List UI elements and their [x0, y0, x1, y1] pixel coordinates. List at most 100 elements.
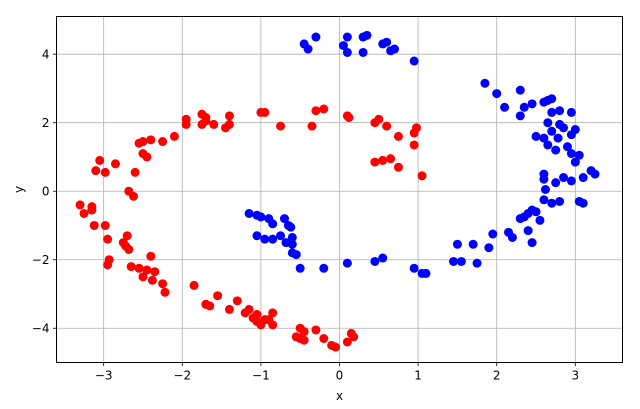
blue-data-point [472, 258, 482, 268]
blue-data-point [287, 232, 297, 242]
blue-data-point [319, 263, 329, 273]
blue-data-point [566, 107, 576, 117]
blue-data-point [570, 157, 580, 167]
blue-data-point [566, 176, 576, 186]
blue-data-point [551, 145, 561, 155]
blue-data-point [578, 198, 588, 208]
blue-data-point [342, 47, 352, 57]
red-data-point [342, 337, 352, 347]
y-tick-label: 4 [42, 47, 50, 61]
blue-data-point [342, 32, 352, 42]
blue-data-point [543, 118, 553, 128]
blue-data-point [342, 258, 352, 268]
blue-data-point [523, 226, 533, 236]
red-data-point [75, 200, 85, 210]
red-data-point [103, 260, 113, 270]
blue-data-point [555, 196, 565, 206]
red-data-point [268, 320, 278, 330]
red-data-point [370, 157, 380, 167]
red-data-point [147, 275, 157, 285]
red-data-point [79, 208, 89, 218]
blue-data-point [421, 268, 431, 278]
blue-data-point [527, 238, 537, 248]
blue-data-point [566, 149, 576, 159]
red-data-point [276, 121, 286, 131]
blue-data-point [515, 111, 525, 121]
blue-data-point [488, 229, 498, 239]
blue-data-point [547, 107, 557, 117]
blue-data-point [578, 173, 588, 183]
red-data-point [138, 272, 148, 282]
blue-data-point [562, 142, 572, 152]
blue-data-point [338, 41, 348, 51]
blue-data-point [468, 239, 478, 249]
blue-data-point [244, 208, 254, 218]
blue-data-point [547, 126, 557, 136]
red-data-point [95, 155, 105, 165]
blue-data-point [551, 178, 561, 188]
red-data-point [126, 262, 136, 272]
blue-data-point [276, 231, 286, 241]
red-data-point [378, 155, 388, 165]
red-data-point [307, 121, 317, 131]
y-tick-label: −4 [32, 321, 50, 335]
blue-data-point [531, 207, 541, 217]
red-data-point [87, 205, 97, 215]
x-tick-label: 0 [336, 369, 344, 383]
blue-data-point [362, 30, 372, 40]
red-data-point [412, 123, 422, 133]
red-data-point [124, 244, 134, 254]
red-data-point [110, 159, 120, 169]
blue-data-point [448, 256, 458, 266]
blue-data-point [287, 248, 297, 258]
blue-data-point [559, 173, 569, 183]
red-data-point [122, 231, 132, 241]
x-axis-label: x [336, 389, 343, 403]
red-data-point [232, 296, 242, 306]
red-data-point [417, 171, 427, 181]
blue-data-point [531, 131, 541, 141]
blue-data-point [515, 85, 525, 95]
blue-data-point [382, 37, 392, 47]
blue-data-point [279, 214, 289, 224]
blue-data-point [268, 219, 278, 229]
red-data-point [252, 310, 262, 320]
red-data-point [91, 166, 101, 176]
red-data-point [311, 106, 321, 116]
blue-data-point [500, 102, 510, 112]
red-data-point [181, 119, 191, 129]
red-data-point [319, 104, 329, 114]
red-data-point [268, 308, 278, 318]
red-data-point [138, 137, 148, 147]
blue-data-point [539, 133, 549, 143]
blue-data-point [590, 169, 600, 179]
red-data-point [349, 332, 359, 342]
red-data-point [386, 154, 396, 164]
y-tick-label: 2 [42, 116, 50, 130]
blue-data-point [540, 185, 550, 194]
data-points [75, 30, 600, 352]
red-data-point [319, 334, 329, 344]
blue-data-point [286, 222, 296, 232]
blue-data-point [547, 198, 557, 208]
blue-data-point [553, 133, 563, 143]
red-data-point [201, 113, 211, 123]
red-data-point [142, 152, 152, 162]
blue-data-point [252, 231, 262, 241]
blue-data-point [574, 150, 584, 160]
blue-data-point [311, 32, 321, 42]
red-data-point [146, 135, 156, 145]
red-data-point [382, 121, 392, 131]
blue-data-point [559, 123, 569, 133]
red-data-point [146, 251, 156, 261]
x-tick-label: 1 [414, 369, 422, 383]
red-data-point [344, 113, 354, 123]
red-data-point [260, 107, 270, 117]
blue-data-point [370, 256, 380, 266]
red-data-point [311, 325, 321, 335]
red-data-point [299, 335, 309, 345]
red-data-point [374, 114, 384, 124]
blue-data-point [539, 195, 549, 205]
blue-data-point [287, 239, 297, 249]
